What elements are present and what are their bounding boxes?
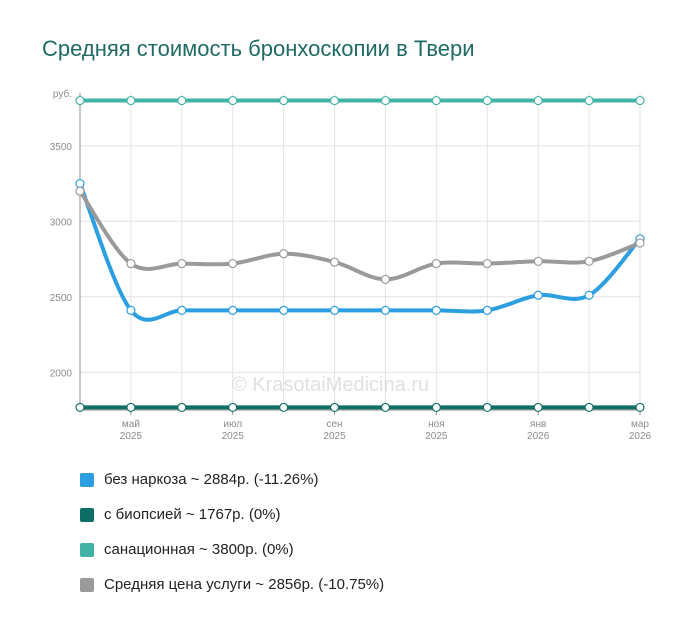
y-tick-label: 3500 xyxy=(50,142,73,153)
data-point-1 xyxy=(380,402,391,413)
legend-item-srednyaya-tsena[interactable]: Средняя цена услуги ~ 2856р. (-10.75%) xyxy=(80,567,384,602)
x-tick-label-month: июл xyxy=(223,419,242,430)
data-point-1 xyxy=(177,402,187,413)
data-point-2 xyxy=(431,95,441,106)
legend-item-bez-narkoza[interactable]: без наркоза ~ 2884р. (-11.26%) xyxy=(80,462,384,497)
data-point-2 xyxy=(126,95,136,106)
x-tick-label-year: 2025 xyxy=(222,431,245,442)
y-tick-label: 2500 xyxy=(50,293,73,304)
data-point-2 xyxy=(279,95,289,106)
data-point-0 xyxy=(380,305,391,315)
series-line-0 xyxy=(78,181,642,322)
data-point-0 xyxy=(126,305,136,315)
data-point-1 xyxy=(126,402,136,413)
grid-lines xyxy=(79,93,641,410)
x-tick-label-year: 2025 xyxy=(425,431,448,442)
data-point-1 xyxy=(75,402,85,413)
data-point-1 xyxy=(279,402,289,413)
data-point-2 xyxy=(533,95,543,106)
data-point-0 xyxy=(584,290,594,300)
data-point-1 xyxy=(329,402,340,413)
line-chart: 2000250030003500руб.май2025июл2025сен202… xyxy=(50,88,652,442)
y-tick-label: 3000 xyxy=(50,217,73,228)
data-point-2 xyxy=(482,95,492,106)
series-lines xyxy=(78,98,642,410)
data-point-2 xyxy=(75,95,85,106)
x-tick-label-year: 2026 xyxy=(629,431,652,442)
y-tick-label: 2000 xyxy=(50,368,73,379)
chart-title: Средняя стоимость бронхоскопии в Твери xyxy=(42,36,475,61)
data-point-0 xyxy=(177,305,187,315)
data-point-3 xyxy=(635,238,645,248)
data-point-3 xyxy=(431,258,441,269)
x-tick-label-month: мар xyxy=(631,419,649,430)
legend-swatch xyxy=(80,577,94,592)
data-point-2 xyxy=(177,95,187,106)
data-point-1 xyxy=(584,402,594,413)
legend-swatch xyxy=(80,472,94,487)
x-tick-label-month: янв xyxy=(530,419,546,430)
data-point-3 xyxy=(533,256,543,266)
x-tick-label-year: 2025 xyxy=(120,431,143,442)
legend-swatch xyxy=(80,542,94,557)
series-points xyxy=(75,95,645,413)
data-point-3 xyxy=(584,256,594,266)
data-point-2 xyxy=(635,95,645,106)
series-line-3 xyxy=(78,189,642,282)
data-point-3 xyxy=(75,186,85,196)
legend: без наркоза ~ 2884р. (-11.26%) с биопсие… xyxy=(80,462,384,602)
axes: 2000250030003500руб.май2025июл2025сен202… xyxy=(50,88,652,442)
data-point-3 xyxy=(177,258,187,269)
data-point-3 xyxy=(228,258,238,269)
data-point-1 xyxy=(533,402,543,413)
data-point-1 xyxy=(482,402,492,413)
data-point-0 xyxy=(431,305,441,315)
data-point-1 xyxy=(635,402,645,413)
data-point-2 xyxy=(228,95,238,106)
data-point-0 xyxy=(228,305,238,315)
data-point-0 xyxy=(482,305,492,315)
legend-item-sanatsionnaya[interactable]: санационная ~ 3800р. (0%) xyxy=(80,532,384,567)
y-unit-label: руб. xyxy=(53,88,72,100)
legend-label: санационная ~ 3800р. (0%) xyxy=(104,541,294,558)
data-point-3 xyxy=(482,258,492,269)
x-tick-label-month: май xyxy=(122,419,140,430)
data-point-1 xyxy=(228,402,238,413)
data-point-0 xyxy=(533,290,543,300)
data-point-0 xyxy=(279,305,289,315)
data-point-3 xyxy=(279,249,289,259)
data-point-0 xyxy=(329,305,340,315)
legend-label: с биопсией ~ 1767р. (0%) xyxy=(104,506,281,523)
legend-label: Средняя цена услуги ~ 2856р. (-10.75%) xyxy=(104,576,385,593)
data-point-0 xyxy=(75,178,85,189)
x-tick-label-month: сен xyxy=(326,419,342,430)
data-point-1 xyxy=(431,402,441,413)
legend-item-s-biopsiey[interactable]: с биопсией ~ 1767р. (0%) xyxy=(80,497,384,532)
legend-label: без наркоза ~ 2884р. (-11.26%) xyxy=(104,471,319,488)
x-tick-label-year: 2025 xyxy=(323,431,346,442)
x-tick-label-year: 2026 xyxy=(527,431,550,442)
data-point-3 xyxy=(380,274,391,285)
data-point-2 xyxy=(380,95,391,106)
data-point-2 xyxy=(584,95,594,106)
legend-swatch xyxy=(80,507,94,522)
data-point-3 xyxy=(329,257,340,267)
data-point-3 xyxy=(126,258,136,269)
x-tick-label-month: ноя xyxy=(428,419,445,430)
data-point-2 xyxy=(329,95,340,106)
watermark-text: © KrasotaiMedicina.ru xyxy=(232,374,429,396)
